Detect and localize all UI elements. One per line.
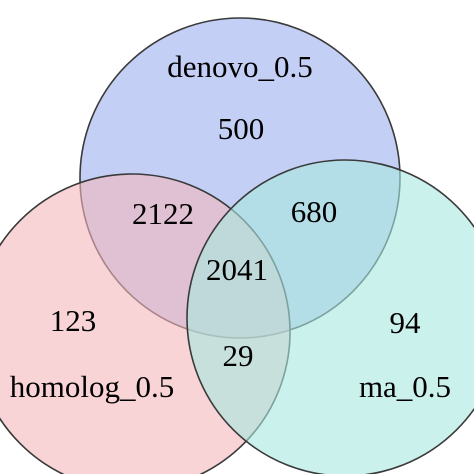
set-label-homolog: homolog_0.5 [10, 369, 174, 404]
count-homolog-only: 123 [50, 303, 97, 338]
circle-ma [186, 159, 474, 474]
count-denovo-only: 500 [218, 111, 265, 146]
count-all-three: 2041 [206, 252, 268, 287]
set-label-denovo: denovo_0.5 [167, 49, 313, 84]
count-denovo-ma: 680 [291, 194, 338, 229]
count-homolog-ma: 29 [223, 338, 254, 373]
set-label-ma: ma_0.5 [359, 369, 451, 404]
count-denovo-homolog: 2122 [132, 196, 194, 231]
count-ma-only: 94 [390, 305, 422, 340]
